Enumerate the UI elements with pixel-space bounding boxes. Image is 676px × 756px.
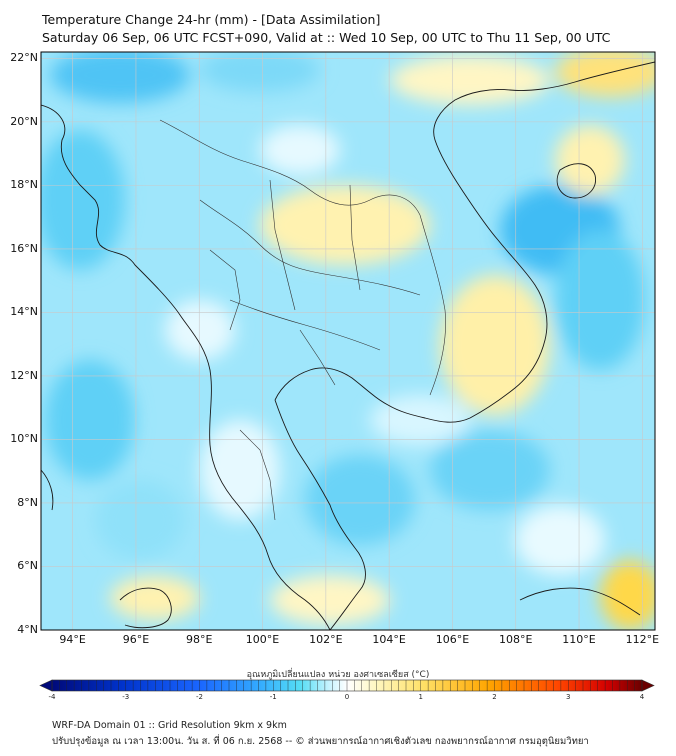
lon-label: 110°E (562, 633, 596, 646)
map-subtitle: Saturday 06 Sep, 06 UTC FCST+090, Valid … (42, 30, 611, 45)
lon-label: 98°E (186, 633, 213, 646)
lon-label: 96°E (122, 633, 150, 646)
admin-borders (159, 119, 446, 521)
lat-label: 22°N (10, 51, 38, 65)
colorbar-tick-label: -4 (48, 693, 56, 701)
lat-label: 14°N (10, 305, 38, 319)
lat-label: 20°N (10, 114, 38, 128)
colorbar-tick-label: 3 (566, 693, 571, 701)
temperature-field (41, 52, 655, 630)
lon-label: 102°E (309, 633, 343, 646)
colorbar-tick-label: 2 (492, 693, 497, 701)
coastlines (41, 61, 655, 630)
colorbar-tick-label: 0 (344, 693, 350, 701)
lat-label: 10°N (10, 432, 38, 446)
lat-label: 12°N (10, 368, 38, 382)
map-frame (40, 51, 656, 631)
colorbar-title: อุณหภูมิเปลี่ยนแปลง หน่วย องศาเซลเซียส (… (246, 670, 430, 680)
map-title: Temperature Change 24-hr (mm) - [Data As… (42, 12, 381, 27)
colorbar-tick-label: 1 (418, 693, 423, 701)
colorbar (39, 679, 655, 692)
lon-label: 108°E (499, 633, 533, 646)
lon-label: 104°E (372, 633, 406, 646)
lat-label: 18°N (10, 178, 38, 192)
footer-model-info: WRF-DA Domain 01 :: Grid Resolution 9km … (52, 720, 287, 731)
lat-label: 16°N (10, 241, 38, 255)
colorbar-tick-label: -3 (122, 693, 130, 701)
graticule (41, 52, 655, 631)
footer-credit: ปรับปรุงข้อมูล ณ เวลา 13:00น. วัน ส. ที่… (52, 736, 589, 747)
lon-label: 94°E (59, 633, 86, 646)
lon-label: 112°E (625, 633, 660, 646)
colorbar-tick-label: -1 (269, 693, 277, 701)
lat-label: 6°N (17, 559, 38, 573)
colorbar-tick-label: -2 (196, 693, 203, 701)
lon-label: 106°E (435, 633, 470, 646)
lon-label: 100°E (245, 633, 280, 646)
lat-label: 4°N (17, 623, 38, 636)
lat-label: 8°N (17, 495, 38, 509)
colorbar-tick-label: 4 (639, 693, 645, 701)
